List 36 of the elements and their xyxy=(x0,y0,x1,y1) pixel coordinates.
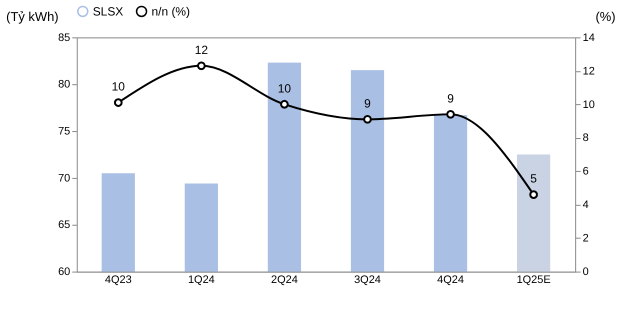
y2-tick-label: 2 xyxy=(582,232,589,245)
x-tick-label: 1Q25E xyxy=(516,274,551,286)
y-tick-label: 85 xyxy=(58,32,70,44)
data-label: 12 xyxy=(194,42,208,57)
legend-label: n/n (%) xyxy=(152,4,190,18)
data-label: 10 xyxy=(112,80,126,94)
x-tick-label: 2Q24 xyxy=(271,274,298,286)
data-label: 5 xyxy=(530,172,538,186)
data-label: 10 xyxy=(278,81,292,96)
x-tick-label: 3Q24 xyxy=(354,274,381,286)
y-tick-label: 60 xyxy=(58,266,70,278)
y2-tick-label: 10 xyxy=(582,98,595,111)
y2-tick-label: 4 xyxy=(582,199,589,212)
data-label: 9 xyxy=(364,96,372,110)
y-axis-title: (Tỷ kWh) xyxy=(6,8,59,24)
y2-tick-label: 14 xyxy=(582,32,595,44)
point xyxy=(529,190,538,199)
point xyxy=(363,114,372,124)
point xyxy=(446,110,455,119)
point xyxy=(280,100,289,109)
x-tick-label: 4Q23 xyxy=(104,274,132,286)
y2-tick-label: 0 xyxy=(582,266,589,278)
y2-tick-label: 8 xyxy=(582,132,589,144)
x-tick-label: 4Q24 xyxy=(437,274,464,286)
x-tick-label: 1Q24 xyxy=(188,274,215,286)
y-tick-label: 65 xyxy=(58,219,70,232)
y2-tick-label: 12 xyxy=(582,65,595,78)
data-label: 9 xyxy=(447,91,454,106)
legend-label: SLSX xyxy=(92,4,124,18)
y2-tick-label: 6 xyxy=(582,166,589,178)
point xyxy=(114,98,123,107)
y-tick-label: 70 xyxy=(58,172,70,184)
y-tick-label: 75 xyxy=(58,126,70,138)
y2-axis-title: (%) xyxy=(595,8,616,24)
point xyxy=(197,61,206,70)
y-tick-label: 80 xyxy=(58,78,70,91)
